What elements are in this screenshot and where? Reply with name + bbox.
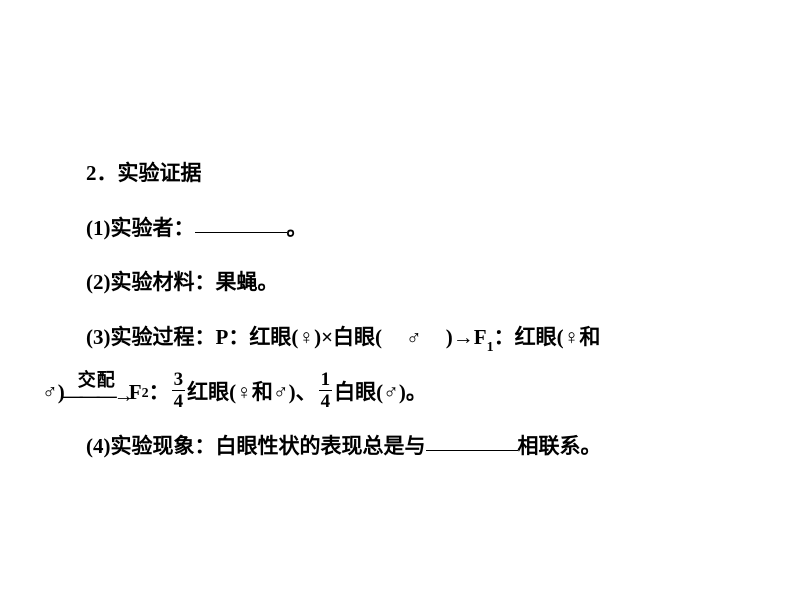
item-3-line1: (3)实验过程：P：红眼(♀)×白眼( ♂ )→F1：红眼(♀和 xyxy=(42,310,752,366)
document-body: 2．实验证据 (1)实验者：。 (2)实验材料：果蝇。 (3)实验过程：P：红眼… xyxy=(42,146,752,474)
heading-number: 2． xyxy=(86,161,118,185)
item-2-value: 果蝇 xyxy=(216,270,258,294)
f2-red: 红眼(♀和♂)、 xyxy=(187,365,317,420)
frac2-num: 1 xyxy=(319,370,333,390)
p-red: 红眼( xyxy=(249,325,298,349)
f2-white: 白眼(♂)。 xyxy=(334,365,427,420)
frac1-num: 3 xyxy=(172,370,186,390)
item-2-prefix: 实验材料： xyxy=(111,270,216,294)
female-symbol: ♀ xyxy=(298,326,314,349)
heading-title: 实验证据 xyxy=(118,161,202,185)
arrow-icon: ———→ xyxy=(63,386,131,406)
item-4: (4)实验现象：白眼性状的表现总是与 相联系。 xyxy=(42,419,752,474)
section-heading: 2．实验证据 xyxy=(42,146,752,201)
blank-linked-to xyxy=(426,429,518,451)
f1-text: ：红眼(♀和 xyxy=(494,325,601,349)
frac1-den: 4 xyxy=(172,390,186,411)
f2-colon: ： xyxy=(149,365,170,420)
p-white: 白眼( xyxy=(333,325,382,349)
male-symbol: ♂ xyxy=(406,326,422,349)
item-4-label: (4) xyxy=(86,434,111,458)
p-close-arrow: )→ xyxy=(446,325,474,349)
item-3-line2: ♂) 交配 ———→ F2： 3 4 红眼(♀和♂)、 1 4 白眼(♂)。 xyxy=(42,365,752,419)
item-2: (2)实验材料：果蝇。 xyxy=(42,255,752,310)
fraction-3-4: 3 4 xyxy=(172,370,186,411)
item-4-prefix: 实验现象： xyxy=(111,434,216,458)
item-1-label: (1) xyxy=(86,216,111,240)
item-1-prefix: 实验者： xyxy=(111,216,195,240)
item-3-prefix: 实验过程： xyxy=(111,325,216,349)
f1-sub: 1 xyxy=(487,340,494,355)
blank-experimenter xyxy=(195,211,287,233)
item-1: (1)实验者： 。 xyxy=(42,201,752,256)
item-3-label: (3) xyxy=(86,325,111,349)
item-4-suffix: 相联系。 xyxy=(518,434,602,458)
item-2-suffix: 。 xyxy=(258,270,279,294)
p-label: P： xyxy=(216,325,250,349)
item-1-suffix: 。 xyxy=(287,216,308,240)
f1-f: F xyxy=(474,325,487,349)
f2-sub: 2 xyxy=(142,376,149,412)
line2-start-male: ♂ xyxy=(42,365,58,420)
fraction-1-4: 1 4 xyxy=(319,370,333,411)
p-close-x: )× xyxy=(314,325,333,349)
frac2-den: 4 xyxy=(319,390,333,411)
item-4-text: 白眼性状的表现总是与 xyxy=(216,434,426,458)
item-2-label: (2) xyxy=(86,270,111,294)
cross-arrow: 交配 ———→ xyxy=(63,371,131,406)
